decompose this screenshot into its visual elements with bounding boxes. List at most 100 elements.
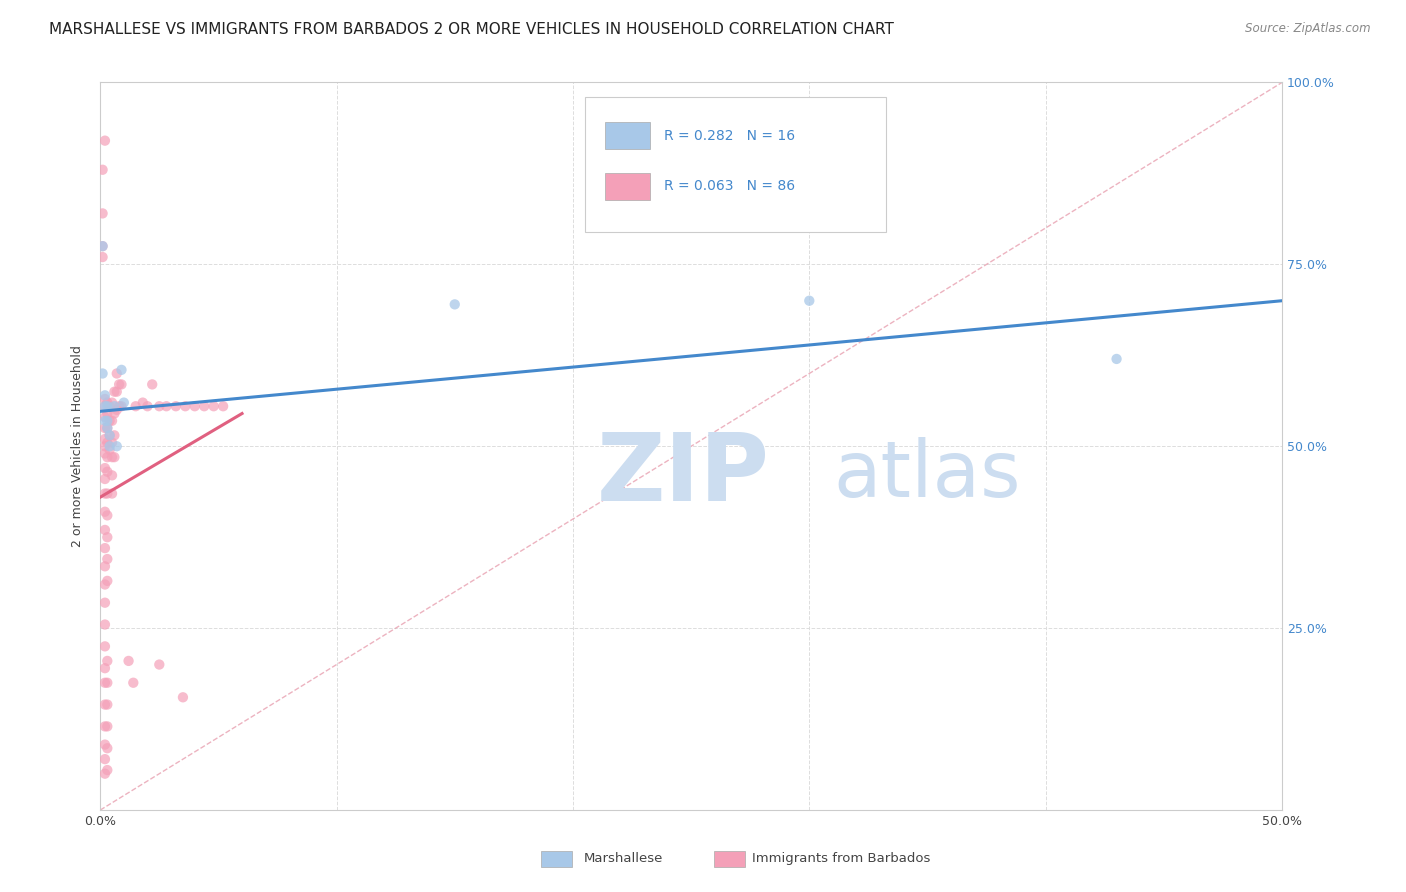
Y-axis label: 2 or more Vehicles in Household: 2 or more Vehicles in Household [72, 345, 84, 547]
Point [101, 486, 124, 500]
Point [96, 450, 118, 465]
Point [94, 640, 117, 654]
Bar [605, 121, 650, 149]
Point [94, 472, 117, 486]
Point [98, 428, 121, 442]
Point [96, 465, 118, 479]
Point [101, 435, 124, 450]
Point [96, 654, 118, 668]
Point [94, 559, 117, 574]
Point [91, 239, 114, 253]
Text: Marshallese: Marshallese [583, 852, 662, 864]
Point [103, 407, 125, 421]
Point [172, 690, 194, 705]
Point [94, 738, 117, 752]
Point [96, 486, 118, 500]
Point [96, 414, 118, 428]
Point [96, 395, 118, 409]
Point [94, 661, 117, 675]
Point [96, 407, 118, 421]
Point [98, 399, 121, 413]
Point [94, 388, 117, 402]
Point [94, 134, 117, 148]
Point [94, 399, 117, 413]
Point [110, 377, 132, 392]
Point [799, 293, 821, 308]
Point [105, 439, 128, 453]
Point [94, 698, 117, 712]
Point [148, 657, 170, 672]
Point [117, 654, 139, 668]
Point [94, 439, 117, 453]
Point [94, 577, 117, 591]
Point [105, 403, 128, 417]
Point [110, 363, 132, 377]
Point [443, 297, 465, 311]
Point [94, 414, 117, 428]
Point [202, 399, 225, 413]
Text: Source: ZipAtlas.com: Source: ZipAtlas.com [1246, 22, 1371, 36]
FancyBboxPatch shape [585, 97, 886, 232]
Point [94, 523, 117, 537]
Point [94, 617, 117, 632]
Point [96, 530, 118, 544]
Point [94, 461, 117, 475]
Point [110, 399, 132, 413]
Point [91, 250, 114, 264]
Text: Immigrants from Barbados: Immigrants from Barbados [752, 852, 931, 864]
Point [98, 439, 121, 453]
Point [136, 399, 159, 413]
Point [193, 399, 215, 413]
Point [94, 421, 117, 435]
Point [103, 450, 125, 465]
Point [105, 384, 128, 399]
Point [96, 399, 118, 413]
Point [96, 421, 118, 435]
Point [184, 399, 207, 413]
Text: MARSHALLESE VS IMMIGRANTS FROM BARBADOS 2 OR MORE VEHICLES IN HOUSEHOLD CORRELAT: MARSHALLESE VS IMMIGRANTS FROM BARBADOS … [49, 22, 894, 37]
Point [103, 428, 125, 442]
Point [96, 763, 118, 777]
Point [103, 399, 125, 413]
Point [108, 377, 131, 392]
Point [101, 395, 124, 409]
Point [103, 384, 125, 399]
Point [101, 414, 124, 428]
Point [101, 450, 124, 465]
Point [96, 741, 118, 756]
Bar [605, 173, 650, 201]
Point [98, 414, 121, 428]
Point [101, 468, 124, 483]
Point [94, 752, 117, 766]
Point [212, 399, 235, 413]
Point [94, 399, 117, 413]
Point [96, 574, 118, 588]
Point [96, 552, 118, 566]
Text: R = 0.063   N = 86: R = 0.063 N = 86 [664, 179, 794, 194]
Point [94, 486, 117, 500]
Point [112, 395, 135, 409]
Point [108, 399, 131, 413]
Text: R = 0.282   N = 16: R = 0.282 N = 16 [664, 128, 794, 143]
Point [91, 239, 114, 253]
Point [94, 766, 117, 780]
Point [98, 428, 121, 442]
Point [96, 698, 118, 712]
Point [96, 508, 118, 523]
Point [105, 367, 128, 381]
Point [96, 421, 118, 435]
Point [94, 541, 117, 555]
Point [132, 395, 155, 409]
Point [165, 399, 187, 413]
Point [94, 446, 117, 460]
Point [155, 399, 177, 413]
Point [96, 719, 118, 733]
Point [94, 505, 117, 519]
Point [148, 399, 170, 413]
Point [94, 675, 117, 690]
Point [94, 392, 117, 406]
Point [91, 206, 114, 220]
Point [94, 432, 117, 446]
Point [122, 675, 145, 690]
Point [91, 367, 114, 381]
